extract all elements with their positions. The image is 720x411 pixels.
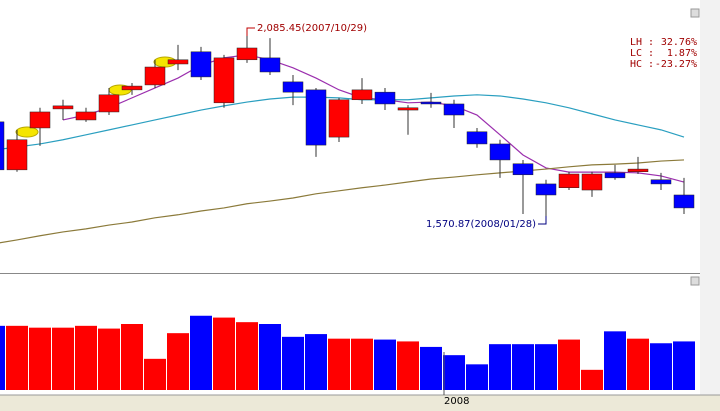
annotation-label: 1,570.87(2008/01/28): [426, 219, 536, 230]
candle-body: [374, 91, 396, 105]
candle-body: [305, 89, 327, 146]
volume-bar: [305, 334, 327, 390]
annotation-arrow: [538, 215, 547, 225]
volume-bar: [6, 325, 28, 390]
annotation-label: 2,085.45(2007/10/29): [257, 23, 367, 34]
annotation-arrow: [246, 27, 255, 37]
volume-bar: [282, 336, 304, 390]
candle-body: [98, 94, 120, 113]
candle-body: [52, 105, 74, 110]
moving-average-line: [0, 94, 685, 150]
volume-bar: [236, 322, 258, 390]
volume-bar: [75, 325, 97, 390]
volume-bar: [121, 324, 143, 390]
volume-bar: [98, 328, 120, 390]
candle-body: [29, 111, 51, 129]
volume-bar: [558, 339, 580, 390]
close-button[interactable]: [690, 8, 700, 18]
candle-body: [627, 168, 649, 172]
volume-bar: [443, 355, 465, 390]
candle-body: [167, 59, 189, 65]
volume-bar: [420, 346, 442, 390]
volume-bar: [535, 344, 557, 390]
candle-body: [512, 163, 534, 176]
volume-bar: [489, 344, 511, 390]
stat-name: HC :: [630, 59, 654, 70]
volume-bar: [351, 338, 373, 390]
candle-body: [443, 103, 465, 116]
volume-bar: [673, 341, 695, 390]
volume-bar: [213, 317, 235, 390]
candle-body: [282, 81, 304, 93]
stat-name: LC :: [630, 48, 654, 59]
candle-body: [558, 173, 580, 188]
stat-value: -23.27%: [655, 59, 697, 70]
volume-bar: [512, 344, 534, 390]
volume-bar: [328, 338, 350, 390]
volume-bar: [52, 327, 74, 390]
bottom-strip: [0, 395, 720, 411]
moving-average-line: [62, 54, 685, 183]
candle-body: [420, 101, 442, 105]
candle-body: [489, 143, 511, 161]
volume-bar: [466, 364, 488, 390]
candle-body: [351, 89, 373, 101]
stat-value: 1.87%: [667, 48, 697, 59]
candle-body: [190, 51, 212, 78]
signal-marker: [15, 126, 39, 138]
volume-bar: [581, 369, 603, 390]
volume-bar: [0, 325, 5, 390]
volume-bar: [144, 358, 166, 390]
candle-body: [466, 131, 488, 145]
close-button[interactable]: [690, 276, 700, 286]
volume-bar: [397, 341, 419, 390]
candle-body: [6, 139, 28, 171]
candle-body: [650, 179, 672, 185]
candle-body: [144, 66, 166, 86]
candle-body: [213, 57, 235, 104]
volume-bar: [374, 339, 396, 390]
candle-body: [397, 107, 419, 111]
candle-body: [259, 57, 281, 73]
x-tick-label: 2008: [444, 396, 469, 407]
candle-body: [604, 172, 626, 179]
stats-box: LH : 32.76% LC : 1.87% HC : -23.27%: [630, 37, 697, 70]
candle-body: [236, 47, 258, 61]
volume-bar: [627, 338, 649, 390]
volume-bar: [190, 315, 212, 390]
stat-value: 32.76%: [661, 37, 697, 48]
moving-average-line: [0, 159, 685, 244]
candle-body: [75, 111, 97, 121]
volume-bar: [29, 327, 51, 390]
volume-bar: [604, 331, 626, 390]
stat-name: LH :: [630, 37, 654, 48]
volume-bar: [167, 333, 189, 390]
candle-body: [673, 194, 695, 209]
volume-bar: [650, 343, 672, 390]
volume-bar: [259, 324, 281, 390]
axis-strip: [700, 0, 720, 411]
candle-body: [581, 173, 603, 191]
candle-body: [121, 85, 143, 91]
candle-body: [0, 121, 5, 171]
candle-body: [328, 99, 350, 138]
candle-body: [535, 183, 557, 196]
